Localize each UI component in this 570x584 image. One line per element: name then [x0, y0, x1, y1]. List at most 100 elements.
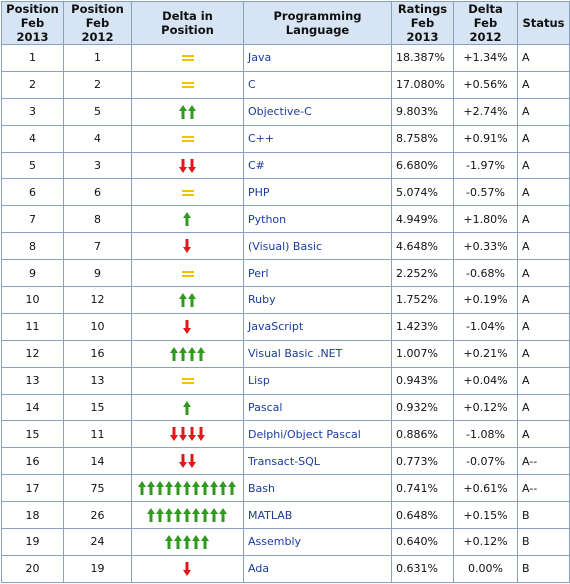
delta-rating: +0.56%	[453, 70, 518, 99]
delta-icon	[181, 189, 194, 196]
table-row: 4 4 C++ 8.758% +0.91% A	[1, 124, 570, 153]
table-row: 3 5 Objective-C 9.803% +2.74% A	[1, 97, 570, 126]
column-header: Position Feb 2013	[1, 1, 64, 45]
header-text: Delta in Position	[161, 9, 214, 37]
delta-rating: +1.80%	[453, 205, 518, 234]
position-2012: 19	[63, 554, 132, 583]
status: A	[517, 259, 570, 288]
language-cell: PHP	[243, 178, 392, 207]
position-2012: 8	[63, 205, 132, 234]
delta-position	[131, 70, 244, 99]
language-cell: MATLAB	[243, 501, 392, 530]
table-row: 20 19 Ada 0.631% 0.00% B	[1, 554, 570, 583]
header-text: Programming Language	[273, 9, 362, 37]
language-cell: Lisp	[243, 366, 392, 395]
rating: 0.648%	[391, 501, 454, 530]
position-2013: 16	[1, 447, 64, 476]
position-2012: 24	[63, 528, 132, 556]
position-2012: 15	[63, 393, 132, 422]
status: A--	[517, 474, 570, 503]
column-header: Ratings Feb 2013	[391, 1, 454, 45]
delta-rating: +0.91%	[453, 124, 518, 153]
rating: 1.423%	[391, 312, 454, 341]
delta-position	[131, 447, 244, 476]
position-2012: 16	[63, 339, 132, 368]
position-2013: 9	[1, 259, 64, 288]
header-text: Delta	[468, 2, 503, 16]
language-cell: JavaScript	[243, 312, 392, 341]
position-2013: 12	[1, 339, 64, 368]
header-text: Position	[6, 2, 59, 16]
language-link[interactable]: C	[248, 78, 256, 92]
delta-position	[131, 232, 244, 261]
language-link[interactable]: Java	[248, 51, 272, 65]
language-link[interactable]: Bash	[248, 481, 275, 495]
language-link[interactable]: Pascal	[248, 401, 283, 415]
status: A	[517, 232, 570, 261]
position-2013: 8	[1, 232, 64, 261]
language-link[interactable]: MATLAB	[248, 508, 293, 522]
status: B	[517, 501, 570, 530]
delta-rating: -1.04%	[453, 312, 518, 341]
language-link[interactable]: C#	[248, 159, 265, 172]
delta-icon	[181, 82, 194, 89]
table-row: 5 3 C# 6.680% -1.97% A	[1, 151, 570, 180]
status: A	[517, 97, 570, 126]
delta-position	[131, 366, 244, 395]
rating: 0.773%	[391, 447, 454, 476]
delta-position	[131, 501, 244, 530]
language-link[interactable]: (Visual) Basic	[248, 239, 323, 253]
delta-rating: -1.08%	[453, 420, 518, 449]
language-link[interactable]: PHP	[248, 185, 270, 199]
language-link[interactable]: Ruby	[248, 293, 276, 307]
column-header: Position Feb 2012	[63, 1, 132, 45]
table-row: 2 2 C 17.080% +0.56% A	[1, 70, 570, 99]
delta-icon	[181, 270, 194, 277]
position-2013: 2	[1, 70, 64, 99]
header-text: Ratings	[397, 2, 448, 16]
delta-icon	[138, 481, 236, 496]
language-link[interactable]: Assembly	[248, 535, 302, 549]
delta-rating: +0.21%	[453, 339, 518, 368]
status: A	[517, 366, 570, 395]
delta-icon	[178, 292, 196, 307]
language-cell: Assembly	[243, 528, 392, 556]
rating: 5.074%	[391, 178, 454, 207]
delta-position	[131, 393, 244, 422]
delta-icon	[183, 319, 191, 334]
table-row: 17 75 Bash 0.741% +0.61% A--	[1, 474, 570, 503]
header-text: Position	[71, 2, 124, 16]
language-link[interactable]: Ada	[248, 562, 270, 576]
delta-rating: -1.97%	[453, 151, 518, 180]
delta-rating: -0.68%	[453, 259, 518, 288]
position-2012: 7	[63, 232, 132, 261]
language-link[interactable]: JavaScript	[248, 320, 304, 334]
language-cell: Pascal	[243, 393, 392, 422]
language-link[interactable]: Delphi/Object Pascal	[248, 427, 361, 441]
position-2012: 6	[63, 178, 132, 207]
language-link[interactable]: Objective-C	[248, 105, 312, 119]
position-2013: 17	[1, 474, 64, 503]
position-2012: 1	[63, 44, 132, 72]
table-row: 13 13 Lisp 0.943% +0.04% A	[1, 366, 570, 395]
table-row: 1 1 Java 18.387% +1.34% A	[1, 44, 570, 72]
rating: 0.741%	[391, 474, 454, 503]
language-cell: Python	[243, 205, 392, 234]
language-link[interactable]: Visual Basic .NET	[248, 347, 343, 361]
table-row: 9 9 Perl 2.252% -0.68% A	[1, 259, 570, 288]
position-2012: 4	[63, 124, 132, 153]
rating: 0.932%	[391, 393, 454, 422]
language-link[interactable]: Transact-SQL	[248, 454, 320, 468]
rating: 1.007%	[391, 339, 454, 368]
position-2013: 5	[1, 151, 64, 180]
position-2012: 5	[63, 97, 132, 126]
delta-rating: +0.12%	[453, 393, 518, 422]
delta-rating: +0.12%	[453, 528, 518, 556]
position-2013: 13	[1, 366, 64, 395]
language-link[interactable]: Perl	[248, 266, 269, 280]
language-link[interactable]: C++	[248, 132, 275, 146]
rating: 0.943%	[391, 366, 454, 395]
language-link[interactable]: Lisp	[248, 374, 270, 388]
language-link[interactable]: Python	[248, 212, 287, 226]
